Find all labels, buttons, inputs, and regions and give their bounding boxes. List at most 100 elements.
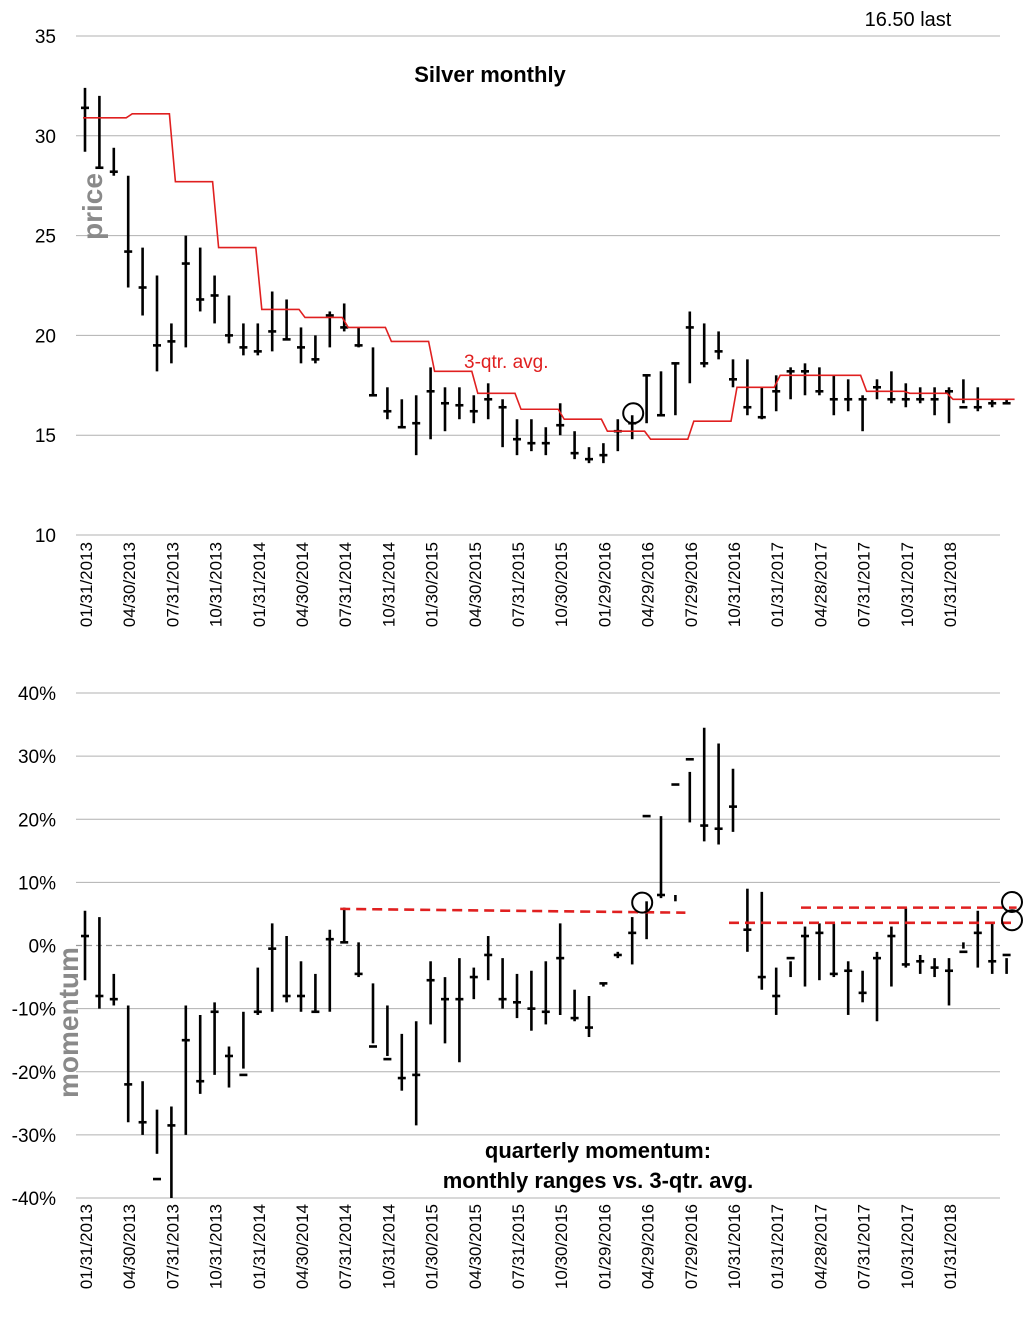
momentum-x-tick: 01/31/2018 (941, 1204, 960, 1289)
momentum-marker-circle (1001, 909, 1023, 932)
momentum-bar (570, 989, 579, 1022)
momentum-bar (196, 1014, 205, 1094)
price-y-tick: 10 (35, 526, 56, 547)
price-x-tick: 01/31/2013 (77, 542, 96, 627)
momentum-bar (772, 967, 781, 1015)
price-y-tick: 25 (35, 227, 56, 248)
momentum-bar (743, 888, 752, 952)
momentum-bar (901, 907, 910, 968)
momentum-x-tick: 10/31/2014 (379, 1204, 398, 1289)
price-bar (585, 447, 593, 464)
price-bar (887, 371, 896, 404)
price-bar (268, 291, 277, 352)
price-bar (81, 87, 89, 152)
price-x-tick: 01/30/2015 (423, 542, 442, 627)
price-bar (369, 347, 377, 397)
momentum-bar (729, 768, 737, 832)
price-bar (815, 367, 824, 396)
momentum-bar (513, 973, 521, 1019)
momentum-chart-title-line-2: monthly ranges vs. 3-qtr. avg. (443, 1168, 754, 1193)
momentum-bar (441, 977, 449, 1044)
price-bar (959, 379, 968, 409)
price-bar (383, 387, 392, 420)
momentum-resistance-line (340, 907, 686, 914)
momentum-x-tick: 04/30/2015 (466, 1204, 485, 1289)
price-x-tick: 07/29/2016 (682, 542, 701, 627)
momentum-ohlc-series (81, 727, 1011, 1198)
momentum-y-tick: 30% (18, 747, 56, 768)
momentum-bar (873, 951, 881, 1022)
price-y-axis-label: price (77, 173, 108, 240)
price-bar (210, 275, 219, 324)
price-x-tick: 04/30/2014 (293, 542, 312, 627)
price-bar (901, 383, 910, 408)
price-bar (426, 367, 435, 440)
momentum-bar (455, 958, 464, 1063)
momentum-chart-title-line-1: quarterly momentum: (485, 1138, 711, 1163)
price-bar (484, 383, 493, 420)
price-x-tick: 10/31/2014 (379, 542, 398, 627)
price-x-tick: 01/31/2018 (941, 542, 960, 627)
price-bar (225, 295, 233, 344)
price-bar (541, 427, 550, 456)
price-x-tick: 01/31/2017 (768, 542, 787, 627)
price-bar (873, 379, 881, 400)
momentum-bar (988, 923, 997, 974)
price-annotations (622, 402, 645, 425)
price-bar (441, 387, 449, 432)
momentum-bar (412, 1021, 421, 1126)
momentum-bar (469, 967, 478, 1000)
price-x-tick: 01/31/2014 (250, 542, 269, 627)
price-bar (340, 303, 349, 332)
price-bar (700, 323, 709, 368)
momentum-bar (369, 983, 377, 1048)
price-y-tick-labels: 35 30 25 20 15 10 (35, 27, 56, 547)
price-y-tick: 15 (35, 426, 56, 447)
price-bar (729, 359, 737, 388)
momentum-bar (167, 1106, 176, 1198)
momentum-chart: 40% 30% 20% 10% 0% -10% -20% -30% -40% 01/31/201… (12, 684, 1023, 1289)
price-x-tick: 10/31/2013 (207, 542, 226, 627)
price-bar (282, 299, 291, 341)
price-x-tick: 04/29/2016 (639, 542, 658, 627)
price-bar (657, 371, 665, 417)
price-bar (772, 375, 781, 412)
price-bar (181, 235, 190, 348)
price-bar (801, 363, 809, 396)
momentum-y-axis-label: momentum (53, 947, 84, 1098)
momentum-x-tick: 01/29/2016 (595, 1204, 614, 1289)
momentum-bar (556, 923, 565, 1015)
price-bar (714, 331, 723, 360)
price-bar (527, 419, 536, 452)
momentum-x-tick-labels: 01/31/2013 04/30/2013 07/31/2013 10/31/2013… (77, 1204, 960, 1289)
momentum-y-tick: 10% (18, 873, 56, 894)
price-x-tick: 04/30/2015 (466, 542, 485, 627)
price-bar (988, 399, 997, 408)
price-x-tick: 04/30/2013 (120, 542, 139, 627)
price-y-tick: 30 (35, 127, 56, 148)
momentum-bar (109, 973, 118, 1006)
momentum-bar (973, 910, 982, 968)
momentum-bar (138, 1081, 147, 1135)
price-marker-circle (622, 402, 645, 425)
price-y-tick: 20 (35, 326, 56, 347)
price-bar (685, 311, 694, 384)
momentum-bar (887, 926, 896, 987)
momentum-bar (239, 1011, 248, 1077)
price-bar (844, 379, 853, 412)
price-bar (829, 375, 838, 416)
price-bar (469, 395, 478, 424)
price-bar (253, 323, 262, 356)
momentum-x-tick: 10/31/2016 (725, 1204, 744, 1289)
momentum-y-tick: 40% (18, 684, 56, 705)
momentum-x-tick: 10/30/2015 (552, 1204, 571, 1289)
momentum-x-tick: 04/30/2013 (120, 1204, 139, 1289)
price-bar (124, 175, 133, 288)
momentum-y-tick: -10% (12, 1000, 56, 1021)
price-bar (945, 387, 953, 424)
price-bar (167, 323, 176, 364)
momentum-bar (397, 1033, 406, 1091)
price-bar (570, 431, 579, 460)
momentum-x-tick: 01/31/2014 (250, 1204, 269, 1289)
